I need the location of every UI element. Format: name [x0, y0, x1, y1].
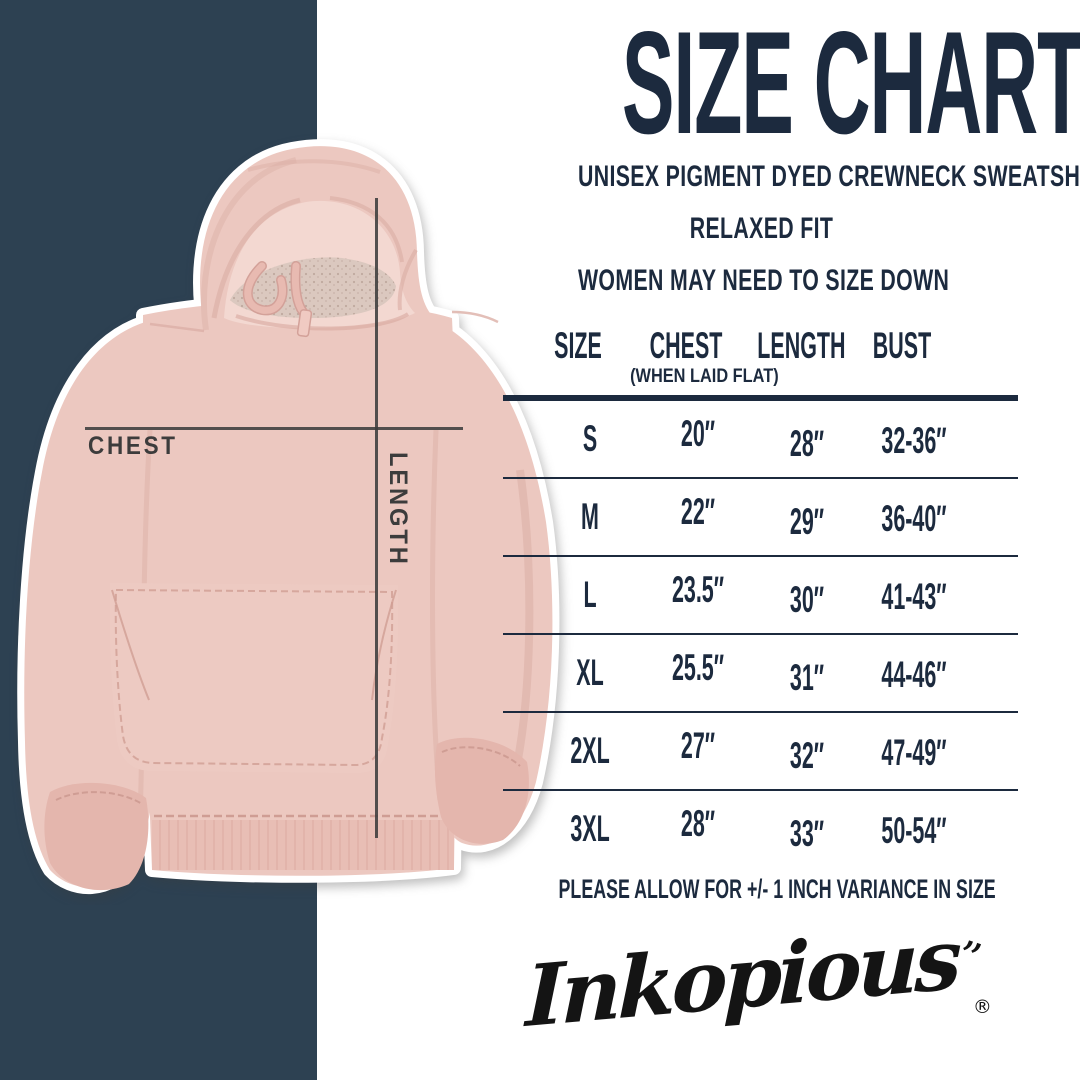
subtitle-fabric: UNISEX PIGMENT DYED CREWNECK SWEATSHIRT — [577, 160, 1080, 193]
length-value: 30″ — [789, 579, 825, 620]
brand-logo: Inkopious ® — [503, 909, 1020, 1046]
column-header-bust: BUST — [872, 325, 932, 366]
bust-value: 47-49″ — [881, 732, 947, 773]
table-row: 3XL 28″ 33″ 50-54″ — [503, 791, 1018, 869]
table-row: XL 25.5″ 31″ 44-46″ — [503, 635, 1018, 713]
size-value: 2XL — [570, 730, 610, 771]
length-value: 31″ — [789, 657, 825, 698]
size-value: M — [581, 496, 599, 537]
column-header-size: SIZE — [554, 325, 602, 366]
table-header-row: SIZE CHEST LENGTH BUST — [503, 326, 1020, 366]
size-table: S 20″ 28″ 32-36″ M 22″ 29″ 36-40″ L 23.5… — [503, 395, 1018, 869]
size-value: 3XL — [570, 808, 610, 849]
chest-value: 27″ — [680, 725, 716, 766]
length-measure-line — [375, 198, 378, 838]
kangaroo-pocket — [109, 583, 399, 773]
length-value: 29″ — [789, 501, 825, 542]
chest-value: 28″ — [680, 803, 716, 844]
size-value: L — [583, 574, 597, 615]
chest-measure-label: CHEST — [88, 432, 178, 460]
table-row: S 20″ 28″ 32-36″ — [503, 401, 1018, 479]
chest-value: 22″ — [680, 491, 716, 532]
chest-column-note: (WHEN LAID FLAT) — [630, 366, 779, 387]
collar-fleece — [230, 257, 396, 319]
size-value: XL — [576, 652, 604, 693]
drawstrings — [242, 261, 313, 338]
variance-note: PLEASE ALLOW FOR +/- 1 INCH VARIANCE IN … — [558, 874, 996, 904]
size-value: S — [582, 418, 598, 459]
chest-value: 20″ — [680, 413, 716, 454]
registered-trademark-icon: ® — [972, 996, 992, 1018]
bust-value: 36-40″ — [881, 498, 947, 539]
table-row: L 23.5″ 30″ 41-43″ — [503, 557, 1018, 635]
table-row: 2XL 27″ 32″ 47-49″ — [503, 713, 1018, 791]
length-value: 33″ — [789, 813, 825, 854]
sleeve-cuffs — [44, 737, 529, 891]
column-header-length: LENGTH — [757, 325, 846, 366]
length-measure-label: LENGTH — [384, 452, 412, 567]
chest-value: 25.5″ — [671, 647, 725, 688]
hoodie-product-photo — [17, 139, 560, 895]
page-title: SIZE CHART — [621, 1, 1080, 164]
bust-value: 44-46″ — [881, 654, 947, 695]
length-value: 32″ — [789, 735, 825, 776]
column-header-chest: CHEST — [649, 325, 723, 366]
bust-value: 32-36″ — [881, 420, 947, 461]
subtitle-fit: RELAXED FIT — [689, 212, 834, 245]
bust-value: 41-43″ — [881, 576, 947, 617]
chest-value: 23.5″ — [671, 569, 725, 610]
brand-name: Inkopious — [525, 908, 959, 1047]
table-row: M 22″ 29″ 36-40″ — [503, 479, 1018, 557]
subtitle-sizing: WOMEN MAY NEED TO SIZE DOWN — [577, 264, 950, 297]
bust-value: 50-54″ — [881, 810, 947, 851]
hem-band — [152, 814, 454, 870]
chest-measure-line — [85, 427, 463, 430]
length-value: 28″ — [789, 423, 825, 464]
